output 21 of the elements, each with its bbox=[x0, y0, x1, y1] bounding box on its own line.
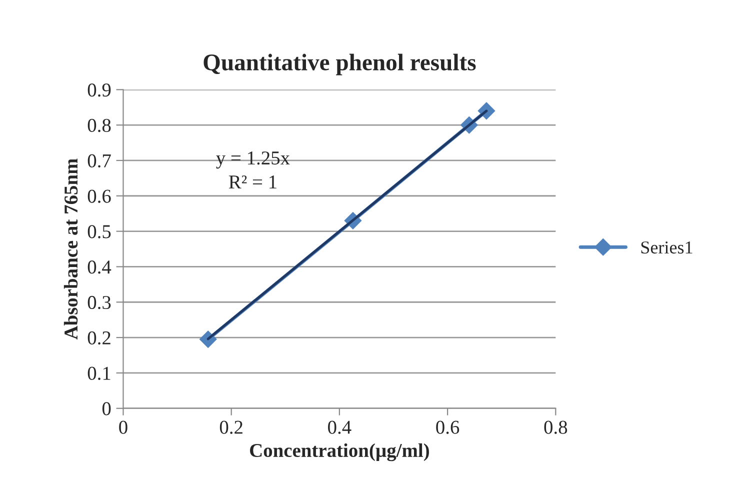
y-tick-label: 0.6 bbox=[88, 190, 111, 203]
y-axis-title: Absorbance at 765nm bbox=[64, 158, 78, 340]
x-tick-label: 0.4 bbox=[328, 420, 352, 434]
y-tick-label: 0.2 bbox=[88, 331, 110, 345]
x-axis-title: Concentration(µg/ml) bbox=[250, 443, 429, 462]
y-tick-label: 0.4 bbox=[88, 260, 112, 274]
chart-title: Quantitative phenol results bbox=[204, 54, 476, 76]
x-tick-label: 0.8 bbox=[544, 420, 568, 434]
y-tick-label: 0.9 bbox=[88, 83, 111, 97]
annotation: R² = 1 bbox=[228, 176, 276, 188]
y-tick-label: 0.7 bbox=[88, 154, 111, 168]
y-tick-label: 0 bbox=[102, 402, 111, 416]
y-tick-label: 0.3 bbox=[88, 296, 111, 310]
y-tick-label: 0.1 bbox=[88, 366, 110, 380]
x-tick-label: 0 bbox=[119, 420, 128, 434]
legend-label: Series1 bbox=[641, 241, 692, 254]
y-tick-label: 0.5 bbox=[88, 225, 111, 238]
x-tick-label: 0.2 bbox=[220, 420, 242, 434]
y-tick-label: 0.8 bbox=[88, 118, 111, 132]
x-tick-label: 0.6 bbox=[436, 420, 460, 434]
annotation: y = 1.25x bbox=[216, 152, 290, 169]
